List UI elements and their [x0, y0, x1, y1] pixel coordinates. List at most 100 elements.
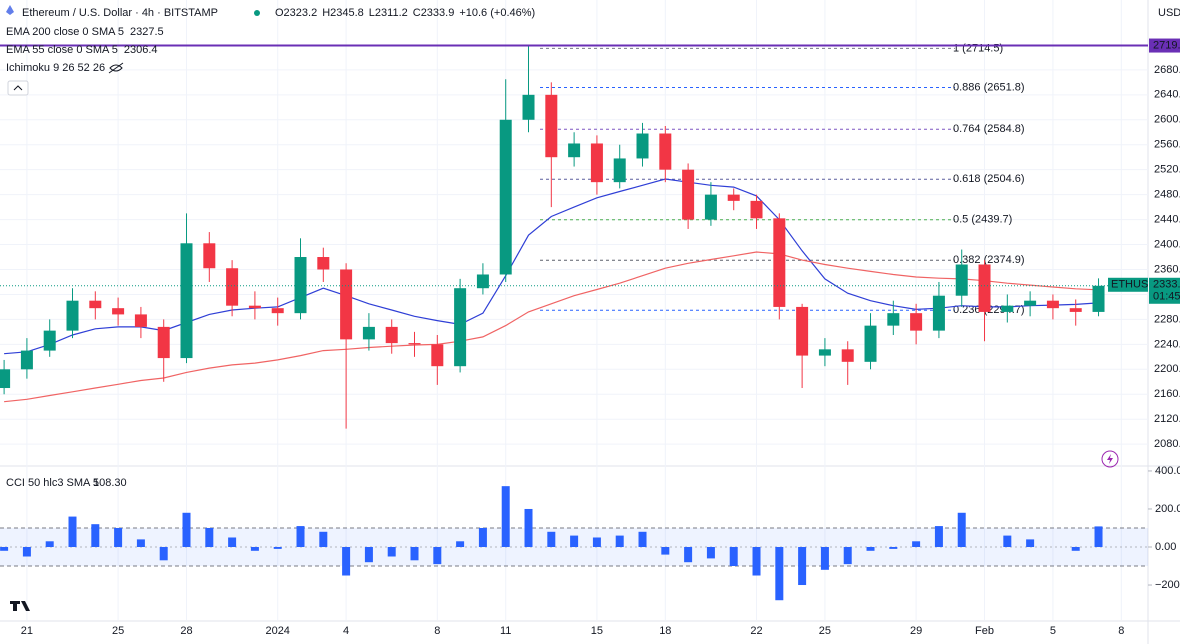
symbol-label: ETHUSD: [1111, 279, 1156, 291]
overlay: Ethereum / U.S. Dollar · 4h · BITSTAMP U…: [6, 5, 1180, 611]
cci-bar: [136, 539, 145, 547]
fib-label: 0.5 (2439.7): [953, 214, 1012, 226]
x-tick-label: Feb: [975, 625, 994, 637]
y-tick-label: 2600.0: [1154, 114, 1180, 126]
x-tick-label: 29: [910, 625, 922, 637]
candle-body: [887, 313, 900, 326]
cci-tick-label: 0.00: [1155, 541, 1176, 553]
alert-icon[interactable]: [1101, 450, 1119, 468]
indicator-name: EMA 200 close 0 SMA 5: [6, 26, 124, 38]
y-tick-label: 2240.0: [1154, 338, 1180, 350]
cci-bar: [433, 546, 442, 565]
collapse-button[interactable]: [7, 80, 29, 96]
cci-bar: [1071, 546, 1080, 551]
candle-body: [955, 264, 968, 296]
x-tick-label: 2024: [265, 625, 289, 637]
fib-label: 0.382 (2374.9): [953, 254, 1025, 266]
cci-bar: [22, 546, 31, 557]
x-tick-label: 11: [500, 625, 511, 637]
candle-body: [545, 94, 558, 158]
candle-body: [1001, 305, 1014, 312]
hline-tag: [1149, 38, 1180, 53]
cci-bar: [319, 531, 328, 547]
candle-body: [864, 325, 877, 362]
y-tick-label: 2120.0: [1154, 413, 1180, 425]
candle-body: [340, 269, 353, 340]
ohlc-value: +10.6 (+0.46%): [459, 7, 535, 19]
cci-bar: [1003, 535, 1012, 547]
y-tick-label: 2400.0: [1154, 238, 1180, 250]
x-tick-label: 18: [659, 625, 671, 637]
cci-bar: [342, 546, 351, 576]
y-tick-label: 2560.0: [1154, 139, 1180, 151]
candle-body: [727, 194, 740, 201]
visibility-icon: [108, 62, 124, 74]
cci-bar: [159, 546, 168, 561]
y-tick-label: 2200.0: [1154, 363, 1180, 375]
candle-body: [978, 264, 991, 312]
candle-body: [385, 326, 398, 344]
cci-bar: [0, 546, 9, 551]
cci-bar: [68, 516, 77, 547]
cci-bar: [182, 512, 191, 547]
candle-body: [317, 257, 330, 270]
symbol-title: Ethereum / U.S. Dollar · 4h · BITSTAMP: [22, 7, 218, 19]
candle-body: [89, 300, 102, 309]
cci-tick-label: −200.0: [1155, 579, 1180, 591]
candle-body: [454, 288, 467, 367]
x-tick-label: 25: [819, 625, 831, 637]
x-tick-label: 15: [591, 625, 603, 637]
collapse-icon: [13, 85, 23, 91]
y-tick-label: 2480.0: [1154, 189, 1180, 201]
cci-bar: [798, 546, 807, 586]
candle-body: [134, 314, 147, 327]
candle-body: [476, 274, 489, 289]
x-tick-label: 28: [180, 625, 192, 637]
cci-bar: [615, 535, 624, 547]
x-tick-label: 21: [21, 625, 33, 637]
cci-bar: [228, 537, 237, 547]
candle-body: [1092, 285, 1105, 312]
y-tick-label: 2280.0: [1154, 313, 1180, 325]
cci-bar: [364, 546, 373, 563]
cci-bar: [957, 512, 966, 547]
cci-bar: [114, 527, 123, 547]
cci-bar: [1026, 539, 1035, 547]
cci-bar: [387, 546, 396, 557]
cci-bar: [91, 524, 100, 547]
candle-body: [20, 350, 33, 370]
indicator-value: 2306.4: [124, 44, 158, 56]
price-label: 2333.: [1153, 279, 1180, 291]
candle-body: [499, 119, 512, 275]
candle-body: [180, 243, 193, 359]
candle-body: [157, 326, 170, 359]
cci-name: CCI 50 hlc3 SMA 5: [6, 477, 99, 489]
alert-bolt: [1107, 454, 1113, 464]
cci-bar: [684, 546, 693, 563]
y-tick-label: 2360.0: [1154, 263, 1180, 275]
cci-tick-label: 200.00: [1155, 503, 1180, 515]
countdown-label: 01:45: [1153, 291, 1180, 303]
candle-body: [841, 349, 854, 362]
candle-body: [1024, 300, 1037, 306]
cci-bar: [661, 546, 670, 555]
candle-body: [796, 306, 809, 356]
fib-label: 0.618 (2504.6): [953, 173, 1025, 185]
cci-bar: [934, 526, 943, 547]
x-tick-label: 4: [343, 625, 349, 637]
y-tick-label: 2160.0: [1154, 388, 1180, 400]
cci-bar: [296, 526, 305, 547]
cci-bar: [273, 546, 282, 549]
cci-bar: [501, 486, 510, 547]
hline-label: 2719.: [1153, 39, 1180, 51]
symbol-tag: [1108, 277, 1148, 292]
ohlc-value: H2345.8: [322, 7, 364, 19]
cci-bar: [866, 546, 875, 551]
ohlc-value: O2323.2: [275, 7, 317, 19]
candle-body: [226, 268, 239, 306]
logo: [10, 601, 30, 611]
cci-bar: [706, 546, 715, 559]
candle-body: [66, 300, 79, 331]
candle-body: [636, 133, 649, 159]
candle-body: [568, 143, 581, 158]
